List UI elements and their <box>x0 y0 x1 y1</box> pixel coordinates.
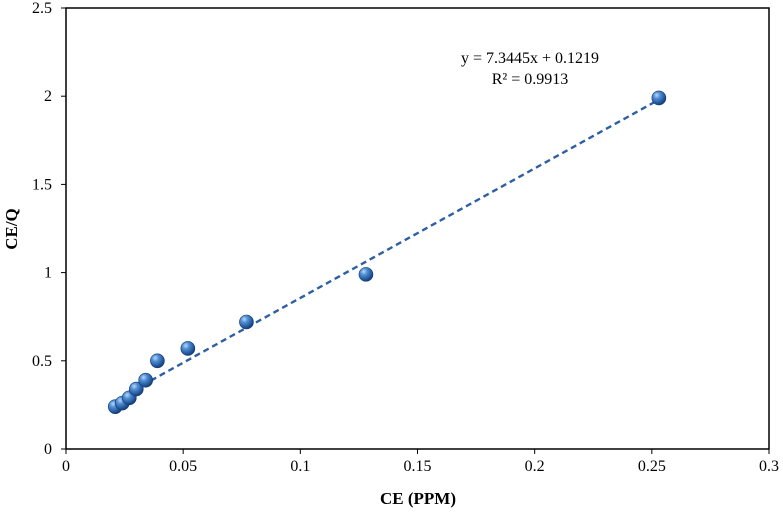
data-point <box>180 341 196 356</box>
data-point <box>358 267 374 282</box>
x-tick-label: 0.25 <box>638 458 666 475</box>
data-point <box>129 381 144 397</box>
data-point <box>651 90 667 106</box>
x-tick-label: 0.2 <box>525 458 545 475</box>
x-tick-label: 0 <box>62 458 70 475</box>
data-points <box>107 90 667 414</box>
y-tick-label: 2.5 <box>32 0 52 17</box>
plot-area <box>65 7 770 450</box>
y-axis-title: CE/Q <box>2 208 21 250</box>
data-point <box>138 372 153 388</box>
y-axis-ticks: 0 0.5 1 1.5 2 2.5 <box>32 0 66 458</box>
x-axis-title: CE (PPM) <box>380 489 456 508</box>
y-tick-label: 0 <box>44 441 52 458</box>
x-axis-ticks: 0 0.05 0.1 0.15 0.2 0.25 0.3 <box>62 449 779 475</box>
x-tick-label: 0.3 <box>759 458 779 475</box>
data-point <box>239 314 254 330</box>
trendline <box>141 98 660 387</box>
y-tick-label: 2 <box>44 88 52 105</box>
x-tick-label: 0.1 <box>290 458 310 475</box>
x-tick-label: 0.05 <box>169 458 197 475</box>
trendline-equation: y = 7.3445x + 0.1219 <box>461 50 599 67</box>
r-squared-label: R² = 0.9913 <box>492 71 569 88</box>
y-tick-label: 0.5 <box>32 353 52 370</box>
data-point <box>150 353 165 369</box>
x-tick-label: 0.15 <box>404 458 432 475</box>
y-tick-label: 1.5 <box>32 176 52 193</box>
y-tick-label: 1 <box>44 265 52 282</box>
